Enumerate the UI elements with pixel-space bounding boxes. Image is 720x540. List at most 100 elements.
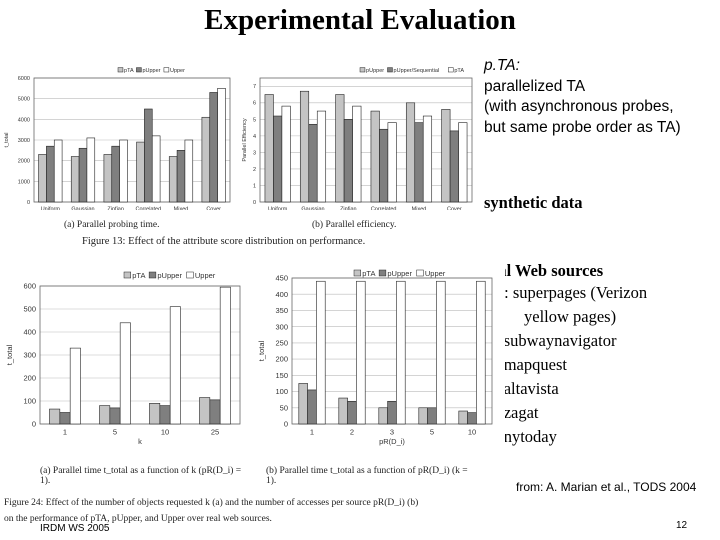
x-tick-label: Cover — [206, 207, 221, 211]
bar-upper — [356, 280, 366, 425]
bar-puppersequential — [379, 128, 389, 203]
chart-parallel-efficiency: 0 1 2 3 4 5 6 7 Uniform Gaussian Zipfian Correlated… — [242, 67, 473, 211]
source-item: yellow pages) — [524, 307, 617, 326]
bar-pta — [99, 405, 111, 425]
bar-pupper — [159, 405, 171, 425]
pta-line-3: but same probe order as TA) — [484, 118, 681, 136]
figure-24: 0 100 200 300 400 500 600 1 5 10 25 k t_total pTA pUpp… — [0, 262, 505, 540]
bar-pta — [149, 403, 161, 425]
bar-upper — [86, 137, 96, 203]
pta-line-2: (with asynchronous probes, — [484, 98, 674, 115]
bar-pupper — [209, 92, 218, 203]
y-tick-label: 0 — [32, 420, 36, 429]
bar-pta — [199, 397, 211, 425]
legend-swatch — [186, 271, 194, 279]
bar-pupper — [299, 90, 310, 203]
x-tick-label: 3 — [390, 428, 394, 437]
bar-pupper — [441, 109, 451, 203]
y-tick-label: 1000 — [18, 179, 30, 185]
bar-pta — [458, 122, 468, 203]
figure-13: 0 1000 2000 3000 4000 5000 6000 Uniform Gaussian… — [0, 60, 480, 255]
bullet-panel: p.TA: parallelized TA (with asynchronous… — [484, 56, 720, 449]
plot-frame — [39, 285, 241, 425]
bar-pta — [136, 141, 145, 203]
bar-puppersequential — [343, 119, 353, 203]
bar-puppersequential — [449, 130, 459, 203]
footer-course: IRDM WS 2005 — [40, 523, 110, 534]
y-axis-label: t_total — [4, 133, 10, 148]
x-tick-label: 25 — [211, 428, 219, 437]
legend-swatch — [353, 269, 361, 277]
source-item: R: nytoday — [484, 427, 557, 446]
y-tick-label: 450 — [275, 274, 288, 283]
y-tick-label: 0 — [253, 200, 256, 206]
bar-pta — [458, 410, 468, 425]
bar-upper — [217, 88, 226, 203]
fig24a-caption-line-2: 1). — [40, 476, 51, 486]
y-tick-label: 350 — [275, 306, 288, 315]
legend-label: pUpper — [157, 271, 182, 280]
legend-swatch — [163, 67, 170, 73]
y-tick-label: 3000 — [18, 138, 30, 144]
y-tick-label: 3 — [253, 150, 256, 156]
bar-puppersequential — [414, 122, 424, 203]
bar-pta — [298, 383, 308, 425]
x-tick-label: 1 — [310, 428, 314, 437]
page-number: 12 — [676, 520, 688, 531]
bar-pupper — [370, 110, 380, 203]
slide-title: Experimental Evaluation — [204, 4, 516, 36]
fig24b-caption: (b) Parallel time t_total as a function … — [266, 466, 486, 486]
plot-frame — [259, 77, 473, 203]
bar-pta — [352, 105, 362, 203]
y-tick-label: 5000 — [18, 97, 30, 103]
chart-parallel-probing-time: 0 1000 2000 3000 4000 5000 6000 Uniform Gaussian… — [4, 67, 231, 211]
y-axis-label: t_total — [5, 344, 14, 365]
y-tick-label: 300 — [23, 351, 36, 360]
x-tick-label: 5 — [113, 428, 117, 437]
bar-pta — [338, 397, 348, 425]
bar-pupper — [264, 94, 274, 203]
y-tick-label: 0 — [284, 420, 288, 429]
y-tick-label: 500 — [23, 305, 36, 314]
bar-upper — [53, 139, 63, 203]
x-axis-label: pR(D_i) — [379, 437, 405, 446]
legend-swatch — [359, 67, 366, 73]
bar-pta — [168, 156, 178, 203]
y-tick-label: 600 — [23, 282, 36, 291]
bar-upper — [184, 139, 194, 203]
legend-label: Upper — [425, 269, 446, 278]
y-tick-label: 6 — [253, 101, 256, 107]
bar-pta — [201, 116, 211, 203]
legend-label: pTA — [124, 68, 134, 74]
bar-pupper — [144, 108, 153, 203]
bar-upper — [119, 322, 131, 425]
x-tick-label: Cover — [447, 207, 462, 211]
x-tick-label: Zipfian — [107, 207, 124, 211]
legend-label: pTA — [362, 269, 375, 278]
legend-swatch — [448, 67, 454, 73]
bar-pupper — [46, 145, 55, 203]
bar-pta — [49, 408, 61, 425]
x-tick-label: 2 — [350, 428, 354, 437]
x-tick-label: Gaussian — [71, 207, 94, 211]
y-tick-label: 250 — [275, 339, 288, 348]
real-web-sources-label: real Web sources — [484, 260, 604, 280]
source-item: R: mapquest — [484, 355, 567, 374]
fig24-caption-line-2: on the performance of pTA, pUpper, and U… — [4, 514, 272, 524]
bar-upper — [69, 347, 81, 425]
y-tick-label: 0 — [27, 200, 30, 206]
legend-label: pUpper — [387, 269, 412, 278]
legend-label: pUpper — [366, 68, 384, 74]
legend-swatch — [387, 67, 393, 73]
x-tick-label: Mixed — [174, 207, 189, 211]
bar-pupper — [347, 400, 357, 425]
bar-pta — [281, 105, 291, 203]
y-tick-label: 100 — [23, 397, 36, 406]
chart-time-vs-pr: 0 50 100 150 200 250 300 350 400 450 1 2 3 5 10 pR(D_i)… — [257, 269, 493, 446]
source-item: SR: superpages (Verizon — [484, 283, 648, 302]
y-tick-label: 150 — [275, 371, 288, 380]
bar-pupper — [467, 412, 477, 425]
bar-upper — [151, 135, 161, 203]
legend-swatch — [378, 269, 387, 277]
fig24a-caption-line-1: (a) Parallel time t_total as a function … — [40, 466, 242, 476]
